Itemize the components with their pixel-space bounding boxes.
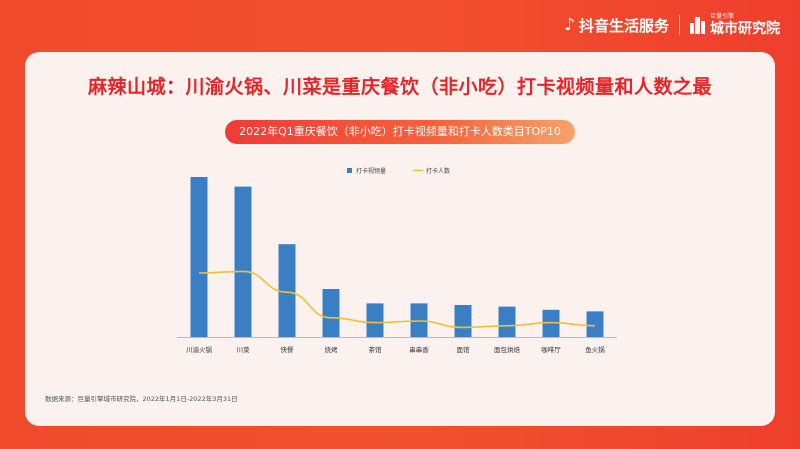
data-source-note: 数据来源：巨量引擎城市研究院，2022年1月1日-2022年3月31日 <box>45 395 238 403</box>
bar-5 <box>366 303 384 337</box>
x-tick-label-5: 茶馆 <box>369 345 383 354</box>
bar-3 <box>278 244 296 337</box>
city-building-icon <box>690 16 705 34</box>
brand-app-name: 抖音生活服务 <box>578 16 669 35</box>
content-card: 麻辣山城：川渝火锅、川菜是重庆餐饮（非小吃）打卡视频量和人数之最 2022年Q1… <box>25 52 775 426</box>
x-tick-label-1: 川渝火锅 <box>186 345 213 354</box>
x-tick-label-9: 咖啡厅 <box>541 345 561 354</box>
x-tick-label-2: 川菜 <box>237 345 251 354</box>
chart-title: 2022年Q1重庆餐饮（非小吃）打卡视频量和打卡人数类目TOP10 <box>225 120 575 144</box>
brand-lab-small: 巨量引擎 <box>710 13 735 20</box>
bar-2 <box>234 186 252 337</box>
legend-label-line: 打卡人数 <box>426 167 450 175</box>
legend-swatch-bar <box>347 168 352 173</box>
brand-header: ♪ 抖音生活服务 巨量引擎 城市研究院 <box>564 10 780 40</box>
brand-divider <box>679 15 680 35</box>
bar-7 <box>454 305 472 337</box>
douyin-logo-icon: ♪ <box>564 15 575 35</box>
bar-1 <box>190 177 208 337</box>
x-tick-label-4: 烧烤 <box>325 345 339 354</box>
bar-4 <box>322 289 340 337</box>
x-tick-label-8: 面包烘焙 <box>494 345 521 354</box>
x-tick-label-3: 快餐 <box>281 345 295 354</box>
research-institute-logo: 巨量引擎 城市研究院 <box>710 13 780 37</box>
x-tick-label-6: 串串香 <box>409 345 429 354</box>
x-tick-label-10: 鱼火锅 <box>585 345 605 354</box>
brand-lab-name: 城市研究院 <box>710 21 780 37</box>
page-headline: 麻辣山城：川渝火锅、川菜是重庆餐饮（非小吃）打卡视频量和人数之最 <box>87 76 712 98</box>
legend-label-bar: 打卡视频量 <box>356 167 386 175</box>
line-series-path <box>198 270 596 329</box>
bar-10 <box>586 311 604 337</box>
x-tick-label-7: 面馆 <box>457 345 471 354</box>
bar-8 <box>498 306 516 337</box>
